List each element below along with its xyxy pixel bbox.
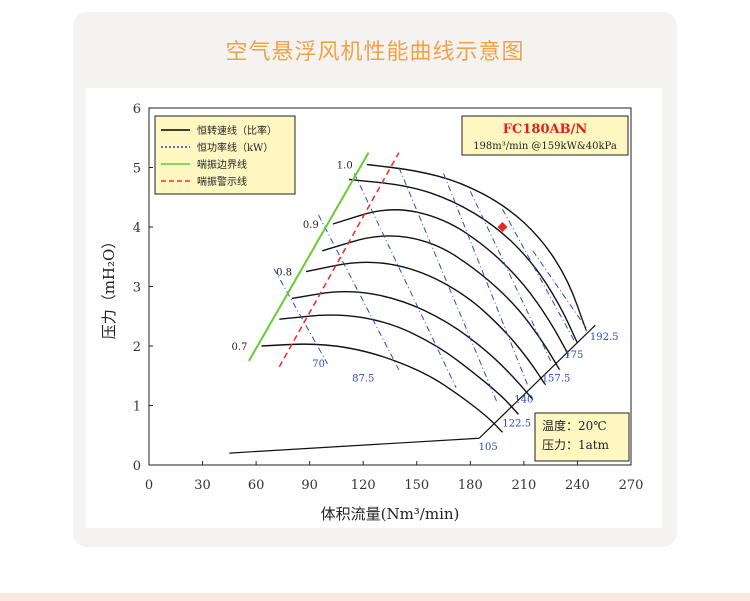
legend-label: 喘振边界线 [197, 158, 247, 171]
page-title: 空气悬浮风机性能曲线示意图 [225, 40, 525, 65]
bottom-band [0, 593, 750, 601]
model-box [461, 115, 629, 156]
speed-line [261, 343, 504, 433]
speed-line [305, 261, 546, 386]
model-spec: 198m³/min @159kW&40kPa [473, 141, 617, 152]
operating-point [497, 222, 508, 232]
y-tick-label: 2 [133, 340, 141, 355]
speed-line-label: 0.8 [276, 268, 292, 279]
x-tick-label: 0 [145, 478, 153, 493]
condition-text: 温度：20℃ [542, 418, 607, 433]
power-line [318, 214, 400, 371]
power-line [273, 268, 328, 365]
power-line-label: 175 [564, 350, 583, 361]
x-tick-label: 60 [248, 478, 265, 493]
y-tick-label: 6 [133, 102, 141, 117]
speed-line-label: 0.7 [231, 342, 247, 353]
y-tick-label: 3 [133, 281, 141, 296]
x-tick-label: 30 [194, 478, 211, 493]
power-line-label: 140 [514, 395, 533, 406]
speed-line-label: 0.9 [303, 220, 319, 231]
power-line [469, 191, 552, 362]
power-line-label: 192.5 [590, 332, 619, 343]
x-axis-label: 体积流量(Nm³/min) [321, 505, 460, 523]
legend-label: 恒功率线（kW） [197, 141, 273, 154]
speed-line-label: 1.0 [337, 161, 353, 172]
power-line-label: 105 [479, 442, 498, 453]
x-tick-label: 240 [565, 478, 590, 493]
x-tick-label: 210 [511, 478, 536, 493]
power-line [502, 208, 575, 341]
x-tick-label: 270 [619, 478, 644, 493]
speed-line [348, 178, 579, 344]
power-line [443, 173, 528, 385]
surge-warning-line [278, 152, 400, 368]
power-line-label: 70 [312, 359, 325, 370]
condition-text: 压力：1atm [542, 438, 610, 452]
operating-envelope [478, 324, 596, 439]
operating-baseline [229, 437, 480, 454]
power-line-label: 87.5 [352, 374, 374, 385]
model-name: FC180AB/N [503, 122, 588, 137]
y-tick-label: 4 [133, 221, 141, 236]
surge-boundary-line [248, 152, 370, 362]
speed-line [366, 163, 588, 332]
speed-line [332, 209, 570, 356]
y-axis-label: 压力（mH₂O） [100, 234, 118, 340]
y-tick-label: 1 [133, 400, 141, 415]
legend-label: 喘振警示线 [197, 175, 247, 188]
speed-line [321, 235, 561, 371]
power-line [532, 250, 587, 329]
y-tick-label: 5 [133, 162, 141, 177]
power-line-label: 122.5 [502, 418, 531, 429]
power-line [353, 173, 457, 388]
x-tick-label: 180 [458, 478, 483, 493]
legend-label: 恒转速线（比率） [197, 124, 277, 137]
x-tick-label: 90 [301, 478, 318, 493]
power-line-label: 157.5 [542, 374, 571, 385]
power-line [398, 167, 498, 403]
y-tick-label: 0 [133, 459, 141, 474]
condition-box [534, 412, 630, 462]
x-tick-label: 120 [351, 478, 376, 493]
x-tick-label: 150 [404, 478, 429, 493]
speed-line [291, 291, 534, 401]
